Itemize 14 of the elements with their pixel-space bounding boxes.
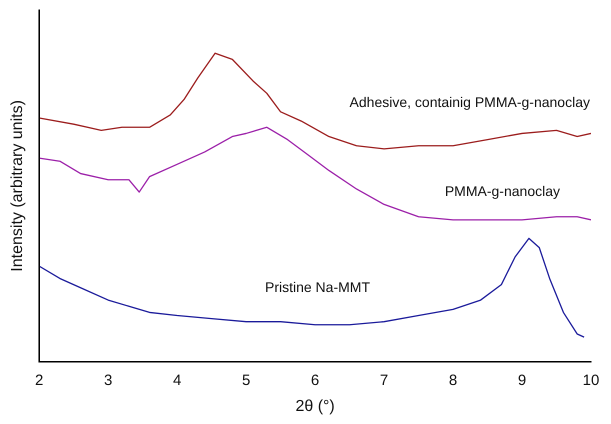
series-label: Adhesive, containig PMMA-g-nanoclay xyxy=(350,94,590,110)
x-tick-label: 9 xyxy=(518,372,526,389)
series-label: PMMA-g-nanoclay xyxy=(444,183,560,199)
x-tick-label: 10 xyxy=(582,372,600,389)
x-axis-title: 2θ (°) xyxy=(295,398,335,415)
x-tick-label: 7 xyxy=(380,372,388,389)
x-tick-label: 3 xyxy=(104,372,112,389)
y-axis-title: Intensity (arbitrary units) xyxy=(9,100,26,272)
x-tick-label: 4 xyxy=(172,372,182,389)
series-label: Pristine Na-MMT xyxy=(264,279,370,295)
x-tick-label: 2 xyxy=(35,372,44,389)
x-tick-label: 5 xyxy=(242,372,250,389)
x-tick-label: 6 xyxy=(310,372,320,389)
x-tick-label: 8 xyxy=(448,372,458,389)
